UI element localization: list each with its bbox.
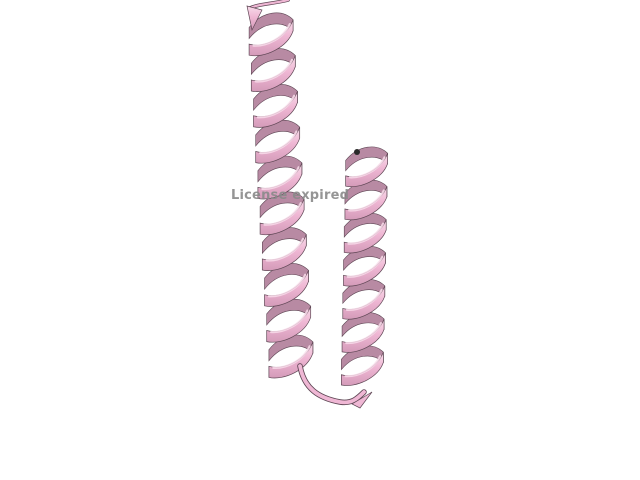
loop-tube xyxy=(298,364,366,405)
helix-turn-sheen xyxy=(265,237,305,262)
helix-turn-sheen xyxy=(256,94,296,119)
helix-turn-sheen xyxy=(261,166,300,190)
loop-arrowhead xyxy=(351,391,373,409)
chain-termini xyxy=(246,0,360,155)
helix-turn-sheen xyxy=(344,355,382,378)
connecting-loop xyxy=(297,363,373,409)
helix-turn-sheen xyxy=(252,23,291,47)
helix-turn-sheen xyxy=(270,309,309,334)
helix-turn-sheen xyxy=(263,202,302,226)
c-terminus-dot xyxy=(354,149,360,155)
helix-turn-sheen xyxy=(345,321,383,345)
helix-turn-sheen xyxy=(345,288,383,311)
helix-turn-sheen xyxy=(346,255,384,278)
helix-turn-sheen xyxy=(267,273,307,298)
helix-a xyxy=(248,12,314,379)
helix-turn-sheen xyxy=(348,189,385,212)
license-watermark: License expired xyxy=(231,188,350,203)
n-terminus-tail xyxy=(248,0,290,10)
helix-b xyxy=(341,146,388,386)
n-terminus-cap xyxy=(246,5,263,32)
helix-turn-sheen xyxy=(254,58,294,83)
helix-turn-sheen xyxy=(259,130,298,155)
helix-turn-sheen xyxy=(348,156,386,179)
helix-turn-sheen xyxy=(347,222,385,245)
helix-turn-sheen xyxy=(272,345,311,369)
